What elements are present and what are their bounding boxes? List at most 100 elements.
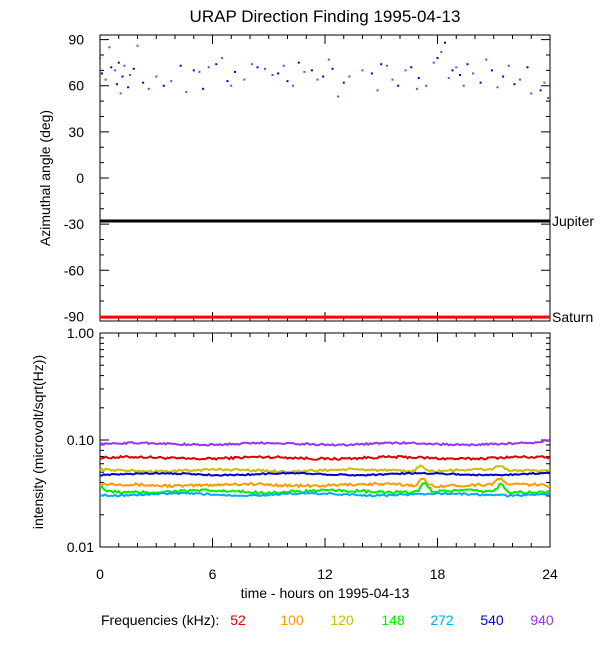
angle-point [198, 70, 201, 73]
angle-point [404, 69, 407, 72]
angle-point [99, 57, 101, 60]
angle-point [207, 66, 210, 69]
reference-label-saturn: Saturn [552, 309, 593, 325]
angle-panel-frame [99, 34, 551, 322]
angle-tick-labels: 90 60 30 0 -30 -60 -90 [64, 32, 84, 325]
chart-title: URAP Direction Finding 1995-04-13 [190, 7, 461, 26]
angle-point [136, 44, 139, 47]
angle-point [234, 70, 236, 73]
angle-point [292, 84, 295, 87]
time-axis-label: time - hours on 1995-04-13 [241, 585, 410, 601]
angle-point [215, 63, 218, 66]
angle-point [530, 92, 533, 95]
angle-tick-label: -60 [64, 262, 84, 278]
angle-point [391, 78, 394, 81]
legend-entry-540: 540 [480, 612, 504, 628]
intensity-line-120 [99, 464, 551, 474]
reference-lines: Jupiter Saturn [100, 213, 594, 325]
angle-tick-label: -30 [64, 216, 84, 232]
angle-tick-label: 30 [68, 124, 84, 140]
angle-point [415, 87, 418, 90]
angle-point [376, 89, 379, 92]
angle-point [170, 80, 173, 83]
angle-point [316, 78, 319, 81]
angle-point [380, 63, 383, 66]
angle-point [117, 61, 120, 64]
angle-point [115, 83, 118, 86]
angle-point [322, 75, 325, 78]
angle-point [479, 81, 482, 84]
angle-point [436, 57, 439, 60]
time-tick-label: 12 [317, 566, 333, 582]
angle-point [226, 80, 229, 83]
angle-point [192, 69, 195, 72]
intensity-line-148 [99, 481, 551, 495]
legend-entry-148: 148 [381, 612, 405, 628]
angle-point [243, 78, 246, 81]
angle-point [348, 75, 351, 78]
time-tick-label: 6 [209, 566, 217, 582]
intensity-tick-label: 1.00 [67, 325, 94, 341]
legend-entry-52: 52 [230, 612, 246, 628]
angle-point [451, 69, 454, 72]
angle-point [155, 75, 158, 78]
legend: 52 100 120 148 272 540 940 [230, 612, 554, 628]
angle-point [543, 81, 546, 84]
angle-point [496, 86, 499, 89]
time-tick-label: 24 [542, 566, 558, 582]
angle-tick-label: 90 [68, 32, 84, 48]
angle-point [547, 97, 550, 100]
angle-point [132, 67, 135, 70]
angle-point [220, 57, 223, 60]
angle-point [490, 69, 493, 72]
angle-tick-label: 60 [68, 78, 84, 94]
angle-point [162, 84, 165, 87]
angle-point [256, 66, 259, 69]
legend-entry-272: 272 [430, 612, 454, 628]
angle-point [337, 95, 340, 98]
reference-label-jupiter: Jupiter [552, 213, 594, 229]
angle-point [282, 64, 285, 67]
angle-point [277, 72, 280, 75]
intensity-axis-ticks [99, 332, 551, 548]
angle-point [202, 87, 205, 90]
angle-point [179, 64, 182, 67]
angle-axis-ticks [99, 35, 551, 321]
intensity-line-52 [99, 454, 551, 461]
angle-point [142, 81, 145, 84]
legend-label: Frequencies (kHz): [101, 612, 219, 628]
intensity-line-940 [99, 438, 551, 447]
angle-point [507, 64, 510, 67]
angle-point [104, 78, 107, 81]
angle-point [466, 63, 469, 66]
angle-point [127, 86, 130, 89]
angle-tick-label: 0 [76, 170, 84, 186]
angle-point [370, 72, 373, 75]
intensity-tick-label: 0.01 [67, 539, 94, 555]
legend-entry-100: 100 [280, 612, 304, 628]
angle-point [425, 84, 428, 87]
angle-point [331, 67, 334, 70]
angle-point [447, 77, 450, 80]
intensity-lines [99, 438, 551, 498]
intensity-panel-frame [99, 332, 551, 548]
angle-point [108, 46, 111, 49]
angle-point [432, 61, 435, 64]
angle-point [147, 87, 150, 90]
angle-point [230, 84, 233, 87]
angle-point [100, 72, 103, 75]
angle-point [114, 69, 116, 72]
intensity-line-100 [99, 476, 551, 489]
time-tick-label: 18 [430, 566, 446, 582]
intensity-axis-label: intensity (microvolt/sqrt(Hz)) [30, 355, 46, 529]
angle-tick-label: -90 [64, 308, 84, 324]
angle-point [327, 58, 330, 61]
angle-point [485, 58, 488, 61]
angle-point [286, 80, 289, 83]
time-tick-label: 0 [96, 566, 104, 582]
angle-point [526, 66, 529, 69]
angle-point [455, 66, 458, 69]
angle-point [297, 61, 300, 64]
angle-point [519, 78, 521, 81]
